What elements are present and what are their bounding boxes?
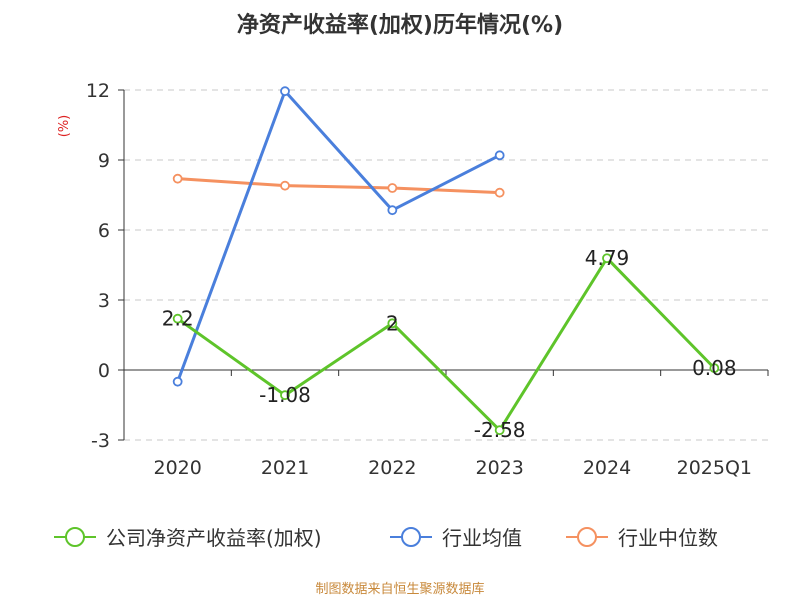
legend-marker bbox=[577, 527, 597, 547]
legend-marker bbox=[401, 527, 421, 547]
data-point bbox=[280, 86, 290, 97]
data-label: 2.2 bbox=[162, 307, 194, 331]
x-tick-label: 2024 bbox=[583, 457, 631, 479]
legend: 公司净资产收益率(加权) 行业均值 行业中位数 bbox=[54, 526, 718, 550]
data-point bbox=[494, 187, 505, 198]
y-tick-label: 9 bbox=[98, 150, 110, 172]
data-point bbox=[387, 205, 398, 216]
data-label: -1.08 bbox=[259, 383, 311, 407]
legend-label: 公司净资产收益率(加权) bbox=[106, 526, 322, 550]
data-point bbox=[280, 390, 290, 401]
source-footer: 制图数据来自恒生聚源数据库 bbox=[315, 582, 485, 597]
data-label: 4.79 bbox=[585, 246, 630, 270]
data-label: 2 bbox=[386, 311, 399, 335]
data-point bbox=[494, 150, 505, 161]
x-tick-label: 2020 bbox=[153, 457, 201, 479]
series-line-2 bbox=[177, 177, 500, 195]
series-layer bbox=[172, 86, 720, 436]
x-tick-label: 2022 bbox=[368, 457, 416, 479]
chart-title: 净资产收益率(加权)历年情况(%) bbox=[237, 12, 563, 38]
data-label-layer: 2.2 -1.08 2 -2.58 4.79 0.08 bbox=[162, 246, 737, 442]
x-tick-label: 2021 bbox=[261, 457, 309, 479]
series-line-0 bbox=[176, 256, 716, 432]
legend-label: 行业均值 bbox=[442, 526, 522, 550]
axis-layer: -3 0 3 6 9 12 2020 2021 2022 2023 2024 2025Q1 bbox=[86, 80, 769, 479]
data-point bbox=[387, 318, 398, 329]
y-tick-label: -3 bbox=[91, 430, 110, 452]
grid-layer bbox=[124, 89, 768, 441]
data-point bbox=[709, 363, 720, 374]
legend-label: 行业中位数 bbox=[618, 526, 718, 550]
data-point bbox=[172, 313, 183, 324]
y-tick-label: 6 bbox=[98, 220, 110, 242]
x-tick-label: 2025Q1 bbox=[677, 457, 752, 479]
y-tick-label: 12 bbox=[86, 80, 110, 102]
data-label: 0.08 bbox=[692, 356, 737, 380]
data-point bbox=[387, 183, 398, 193]
y-axis-label: (%) bbox=[57, 115, 72, 138]
y-tick-label: 0 bbox=[98, 360, 110, 382]
data-label: -2.58 bbox=[474, 418, 526, 442]
x-tick-label: 2023 bbox=[475, 457, 523, 479]
y-tick-label: 3 bbox=[98, 290, 110, 312]
data-point bbox=[172, 376, 183, 387]
legend-marker bbox=[65, 527, 85, 547]
series-line-1 bbox=[176, 89, 501, 383]
data-point bbox=[172, 173, 183, 184]
data-point bbox=[280, 180, 290, 191]
data-point bbox=[602, 253, 612, 264]
data-point bbox=[494, 425, 505, 436]
